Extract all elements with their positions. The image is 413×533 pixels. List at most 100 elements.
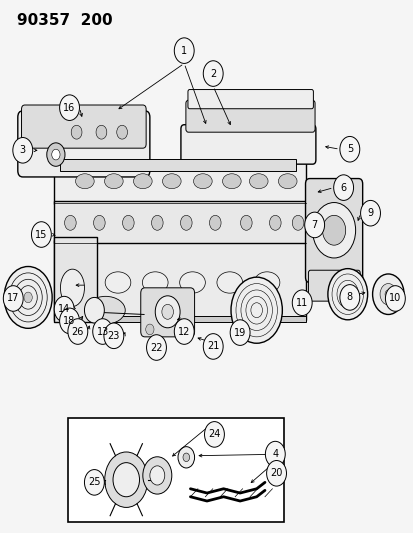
- Text: 9: 9: [367, 208, 373, 218]
- FancyBboxPatch shape: [60, 159, 295, 171]
- Circle shape: [333, 175, 353, 200]
- Circle shape: [304, 212, 324, 238]
- Text: 1: 1: [181, 46, 187, 55]
- Circle shape: [151, 215, 163, 230]
- Text: 26: 26: [71, 327, 84, 336]
- Text: 6: 6: [340, 183, 346, 192]
- FancyBboxPatch shape: [18, 111, 150, 177]
- Text: 18: 18: [63, 316, 76, 326]
- Circle shape: [230, 320, 249, 345]
- Circle shape: [209, 215, 221, 230]
- Circle shape: [161, 304, 173, 319]
- FancyBboxPatch shape: [54, 316, 306, 322]
- Circle shape: [4, 266, 52, 328]
- Circle shape: [339, 136, 359, 162]
- Circle shape: [203, 61, 223, 86]
- Text: 21: 21: [206, 342, 219, 351]
- Circle shape: [116, 125, 127, 139]
- Text: 13: 13: [96, 327, 109, 336]
- Circle shape: [385, 286, 404, 311]
- Circle shape: [174, 319, 194, 344]
- Circle shape: [146, 335, 166, 360]
- Text: 24: 24: [208, 430, 220, 439]
- Ellipse shape: [105, 272, 131, 293]
- Ellipse shape: [142, 272, 168, 293]
- Circle shape: [240, 215, 252, 230]
- FancyBboxPatch shape: [21, 105, 146, 148]
- Circle shape: [269, 215, 280, 230]
- Ellipse shape: [278, 174, 297, 189]
- Circle shape: [266, 461, 286, 486]
- Circle shape: [104, 323, 123, 349]
- Text: 15: 15: [35, 230, 47, 239]
- Text: 19: 19: [233, 328, 246, 337]
- Circle shape: [322, 215, 345, 245]
- Ellipse shape: [254, 272, 279, 293]
- Text: 12: 12: [178, 327, 190, 336]
- Text: 2: 2: [209, 69, 216, 78]
- FancyBboxPatch shape: [54, 240, 306, 320]
- Circle shape: [13, 138, 33, 163]
- Circle shape: [59, 95, 79, 120]
- Circle shape: [384, 290, 391, 298]
- FancyBboxPatch shape: [54, 237, 97, 322]
- Text: 25: 25: [88, 478, 100, 487]
- Ellipse shape: [162, 174, 181, 189]
- Text: 22: 22: [150, 343, 162, 352]
- Circle shape: [104, 452, 147, 507]
- Text: 11: 11: [295, 298, 308, 308]
- Circle shape: [47, 143, 65, 166]
- Circle shape: [93, 215, 105, 230]
- Text: 5: 5: [346, 144, 352, 154]
- Circle shape: [31, 222, 51, 247]
- Circle shape: [71, 125, 82, 139]
- Circle shape: [379, 284, 396, 305]
- Circle shape: [142, 457, 171, 494]
- FancyBboxPatch shape: [68, 418, 283, 522]
- Circle shape: [122, 215, 134, 230]
- Circle shape: [181, 324, 189, 335]
- Circle shape: [145, 324, 154, 335]
- Circle shape: [93, 319, 112, 344]
- Ellipse shape: [133, 174, 152, 189]
- Circle shape: [84, 470, 104, 495]
- Circle shape: [174, 38, 194, 63]
- Circle shape: [360, 200, 380, 226]
- Circle shape: [292, 215, 303, 230]
- Text: 7: 7: [311, 220, 317, 230]
- Circle shape: [230, 277, 282, 343]
- Circle shape: [54, 296, 74, 322]
- Text: 17: 17: [7, 294, 19, 303]
- Circle shape: [339, 285, 359, 310]
- Text: 90357  200: 90357 200: [17, 13, 112, 28]
- Circle shape: [59, 308, 79, 334]
- Ellipse shape: [193, 174, 211, 189]
- Text: 14: 14: [58, 304, 70, 314]
- FancyBboxPatch shape: [54, 160, 306, 204]
- Circle shape: [64, 215, 76, 230]
- Text: 16: 16: [63, 103, 76, 112]
- Circle shape: [96, 125, 107, 139]
- Circle shape: [24, 292, 32, 303]
- Circle shape: [265, 441, 285, 467]
- Text: 10: 10: [388, 294, 401, 303]
- Ellipse shape: [222, 174, 241, 189]
- Circle shape: [292, 290, 311, 316]
- Circle shape: [113, 463, 139, 497]
- Circle shape: [204, 422, 224, 447]
- FancyBboxPatch shape: [188, 90, 313, 109]
- Circle shape: [183, 453, 189, 462]
- Ellipse shape: [75, 174, 94, 189]
- FancyBboxPatch shape: [185, 100, 314, 132]
- Circle shape: [68, 319, 88, 344]
- Circle shape: [327, 269, 367, 320]
- Circle shape: [3, 286, 23, 311]
- Text: 4: 4: [272, 449, 278, 459]
- Ellipse shape: [60, 269, 84, 306]
- Ellipse shape: [249, 174, 268, 189]
- Text: 20: 20: [270, 469, 282, 478]
- Circle shape: [84, 297, 104, 323]
- Circle shape: [312, 203, 355, 258]
- FancyBboxPatch shape: [308, 270, 359, 301]
- Circle shape: [372, 274, 403, 314]
